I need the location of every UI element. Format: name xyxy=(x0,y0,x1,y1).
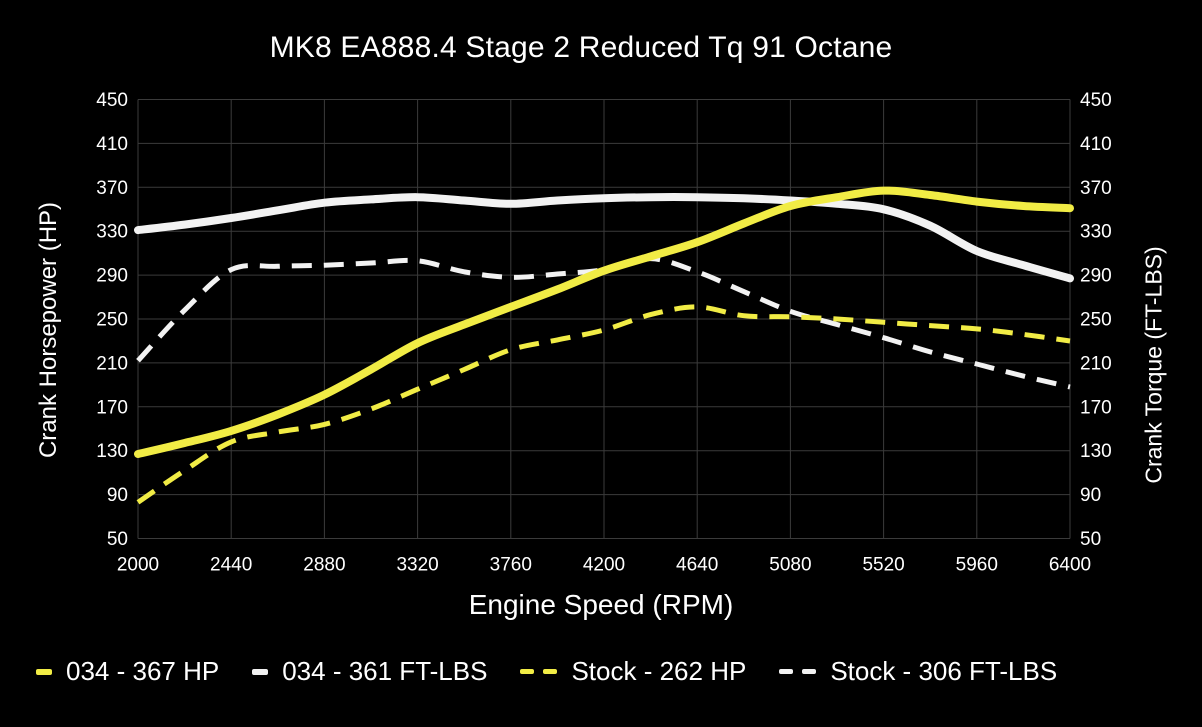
svg-text:290: 290 xyxy=(96,266,128,287)
svg-text:410: 410 xyxy=(96,134,128,155)
svg-text:50: 50 xyxy=(1080,529,1101,550)
legend-label: 034 - 361 FT-LBS xyxy=(282,656,488,686)
svg-text:3760: 3760 xyxy=(490,555,532,576)
svg-text:450: 450 xyxy=(1080,90,1112,111)
svg-text:5080: 5080 xyxy=(769,555,811,576)
svg-text:210: 210 xyxy=(1080,353,1112,374)
svg-text:210: 210 xyxy=(96,353,128,374)
y-tick-labels-left: 450 410 370 330 290 250 210 170 130 90 50 xyxy=(96,90,128,550)
curve-034-361-ft-lbs xyxy=(134,193,1074,283)
svg-text:5960: 5960 xyxy=(956,555,998,576)
svg-text:3320: 3320 xyxy=(396,555,438,576)
curve-stock-306-ft-lbs xyxy=(136,256,1071,390)
legend-item-034-torque: 034 - 361 FT-LBS xyxy=(252,656,487,687)
svg-text:90: 90 xyxy=(107,485,128,506)
chart-title: MK8 EA888.4 Stage 2 Reduced Tq 91 Octane xyxy=(269,31,893,64)
x-tick-labels: 2000 2440 2880 3320 3760 4200 4640 5080 5520 5960… xyxy=(117,555,1091,576)
svg-text:370: 370 xyxy=(1080,178,1112,199)
svg-text:170: 170 xyxy=(96,397,128,418)
svg-text:330: 330 xyxy=(1080,222,1112,243)
svg-text:4200: 4200 xyxy=(583,555,625,576)
legend-marker-dashed-yellow-icon xyxy=(520,669,558,674)
svg-text:130: 130 xyxy=(96,441,128,462)
svg-text:2880: 2880 xyxy=(303,555,345,576)
gridlines xyxy=(137,99,1071,539)
plot-area: 450 410 370 330 290 250 210 170 130 90 50 450 410 370… xyxy=(96,90,1112,576)
curve-034-367-hp xyxy=(134,186,1074,458)
svg-text:90: 90 xyxy=(1080,485,1101,506)
svg-text:2000: 2000 xyxy=(117,555,159,576)
svg-text:6400: 6400 xyxy=(1049,555,1091,576)
legend-marker-solid-white-icon xyxy=(252,668,269,675)
x-axis-label: Engine Speed (RPM) xyxy=(468,589,734,620)
y-tick-labels-right: 450 410 370 330 290 250 210 170 130 90 50 xyxy=(1080,90,1112,550)
legend-label: Stock - 262 HP xyxy=(571,656,747,686)
legend-marker-solid-yellow-icon xyxy=(36,668,52,675)
curve-stock-262-hp xyxy=(136,304,1071,505)
legend-marker-dashed-white-icon xyxy=(779,669,817,674)
svg-text:250: 250 xyxy=(96,310,128,331)
legend-item-stock-hp: Stock - 262 HP xyxy=(520,656,746,687)
svg-text:370: 370 xyxy=(96,178,128,199)
legend: 034 - 367 HP 034 - 361 FT-LBS Stock - 26… xyxy=(36,656,1057,687)
svg-text:130: 130 xyxy=(1080,441,1112,462)
legend-item-stock-torque: Stock - 306 FT-LBS xyxy=(779,656,1057,687)
legend-label: Stock - 306 FT-LBS xyxy=(830,656,1058,686)
svg-text:250: 250 xyxy=(1080,310,1112,331)
svg-text:5520: 5520 xyxy=(862,555,904,576)
svg-text:2440: 2440 xyxy=(210,555,252,576)
svg-text:170: 170 xyxy=(1080,397,1112,418)
svg-text:330: 330 xyxy=(96,222,128,243)
svg-text:410: 410 xyxy=(1080,134,1112,155)
svg-text:4640: 4640 xyxy=(676,555,718,576)
legend-label: 034 - 367 HP xyxy=(66,656,220,686)
svg-text:290: 290 xyxy=(1080,266,1112,287)
svg-text:450: 450 xyxy=(96,90,128,111)
legend-item-034-hp: 034 - 367 HP xyxy=(36,656,219,687)
svg-text:50: 50 xyxy=(107,529,128,550)
